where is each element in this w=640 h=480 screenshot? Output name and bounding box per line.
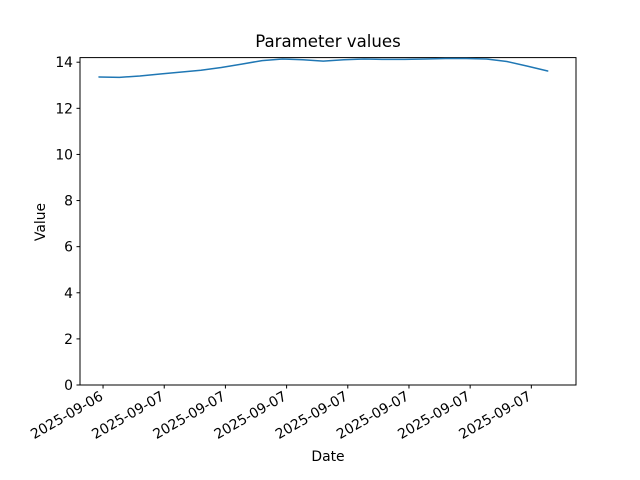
y-tick-label: 4: [64, 286, 73, 302]
plot-area: 024681012142025-09-062025-09-072025-09-0…: [28, 55, 577, 443]
y-tick-label: 6: [64, 240, 73, 256]
y-tick-label: 14: [55, 55, 73, 71]
y-tick-label: 8: [64, 194, 73, 210]
data-series-line: [98, 57, 549, 79]
y-tick-label: 12: [55, 101, 73, 117]
chart-title: Parameter values: [255, 32, 401, 51]
y-tick-label: 2: [64, 332, 73, 348]
y-tick-label: 10: [55, 147, 73, 163]
y-tick-label: 0: [64, 378, 73, 394]
y-axis-label: Value: [33, 203, 49, 241]
plot-frame: [79, 57, 577, 386]
x-axis-label: Date: [311, 449, 344, 465]
